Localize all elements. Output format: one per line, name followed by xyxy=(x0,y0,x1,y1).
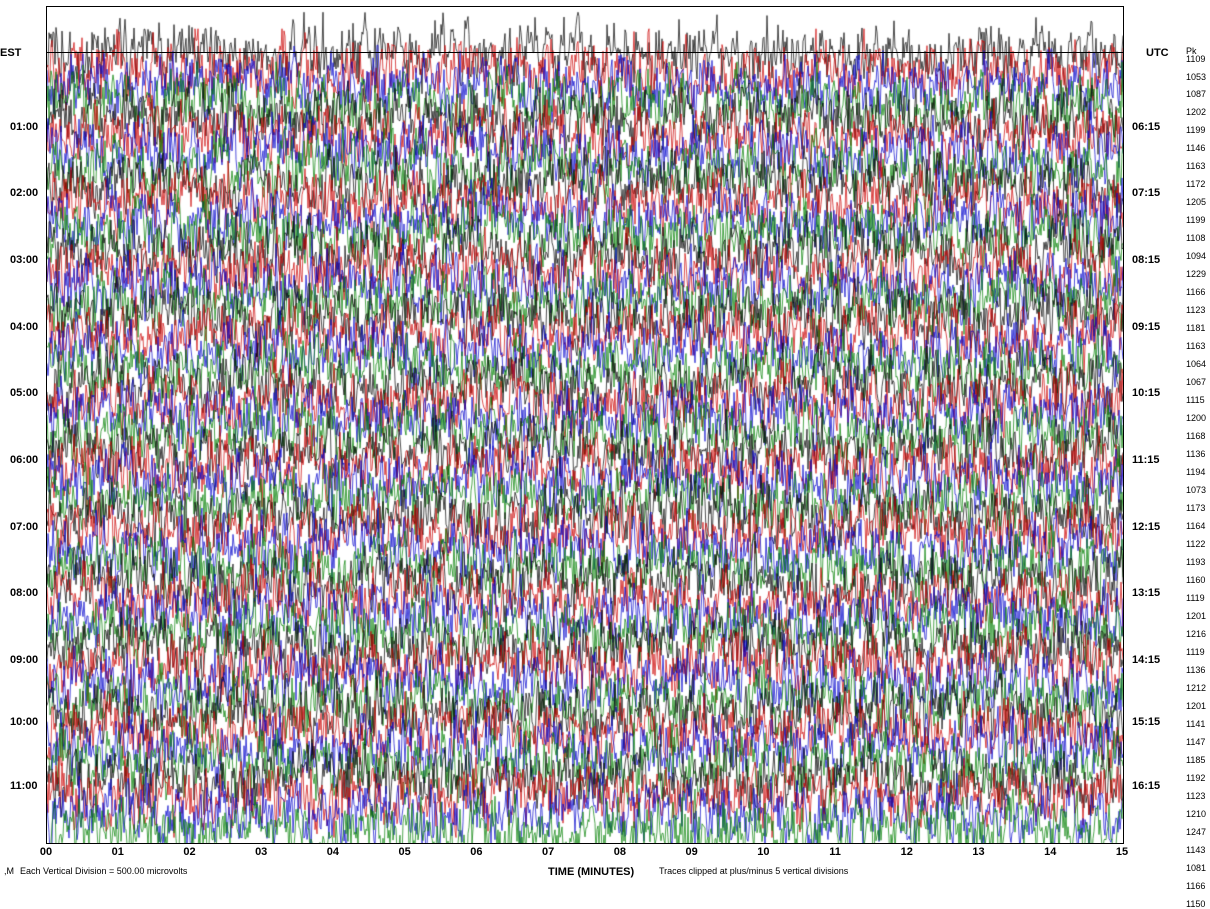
x-tick-4: 04 xyxy=(326,846,340,858)
x-tick-0: 00 xyxy=(39,846,53,858)
peak-value-36: 1201 xyxy=(1186,701,1207,711)
trace-canvas xyxy=(47,7,1123,843)
peak-value-22: 1136 xyxy=(1186,449,1206,459)
peak-value-14: 1123 xyxy=(1186,305,1206,315)
x-tick-12: 12 xyxy=(900,846,913,858)
right-tick-8: 14:15 xyxy=(1132,654,1161,666)
peak-value-21: 1168 xyxy=(1186,431,1206,441)
peak-value-12: 1229 xyxy=(1186,269,1207,279)
peak-value-26: 1164 xyxy=(1186,521,1206,531)
peak-value-6: 1163 xyxy=(1186,161,1206,171)
peak-value-46: 1166 xyxy=(1186,881,1206,891)
peak-value-44: 1143 xyxy=(1186,845,1206,855)
x-axis-title: TIME (MINUTES) xyxy=(548,866,635,878)
peak-value-2: 1087 xyxy=(1186,89,1207,99)
peak-value-19: 1115 xyxy=(1186,395,1205,405)
peak-value-47: 1150 xyxy=(1186,899,1206,909)
right-tick-5: 11:15 xyxy=(1132,454,1160,466)
peak-value-40: 1192 xyxy=(1186,773,1206,783)
top-reference-line xyxy=(47,52,1123,53)
x-tick-15: 15 xyxy=(1115,846,1129,858)
axis-label-peak: Pk xyxy=(1186,46,1197,56)
left-tick-10: 11:00 xyxy=(10,780,38,792)
right-tick-4: 10:15 xyxy=(1132,387,1161,399)
right-tick-1: 07:15 xyxy=(1132,187,1161,199)
peak-value-0: 1109 xyxy=(1186,54,1206,64)
peak-value-24: 1073 xyxy=(1186,485,1207,495)
peak-value-4: 1199 xyxy=(1186,125,1206,135)
peak-value-18: 1067 xyxy=(1186,377,1207,387)
x-tick-5: 05 xyxy=(398,846,411,858)
peak-value-29: 1160 xyxy=(1186,575,1206,585)
peak-value-17: 1064 xyxy=(1186,359,1207,369)
x-tick-10: 10 xyxy=(757,846,770,858)
peak-value-30: 1119 xyxy=(1186,593,1205,603)
right-tick-6: 12:15 xyxy=(1132,521,1161,533)
left-tick-8: 09:00 xyxy=(10,654,39,666)
peak-value-11: 1094 xyxy=(1186,251,1207,261)
seismogram-page: Dec27 2025 Q540 NOZ IN 4[00 (Cursor not … xyxy=(0,5,1207,909)
peak-value-32: 1216 xyxy=(1186,629,1207,639)
left-tick-4: 05:00 xyxy=(10,387,39,399)
right-tick-9: 15:15 xyxy=(1132,716,1161,728)
peak-value-1: 1053 xyxy=(1186,72,1207,82)
axis-label-est: EST xyxy=(0,47,22,59)
peak-value-10: 1108 xyxy=(1186,233,1206,243)
peak-value-9: 1199 xyxy=(1186,215,1206,225)
peak-value-37: 1141 xyxy=(1186,719,1206,729)
x-tick-11: 11 xyxy=(829,846,841,858)
x-tick-13: 13 xyxy=(972,846,985,858)
x-tick-8: 08 xyxy=(613,846,626,858)
seismogram-plot xyxy=(46,6,1124,844)
peak-value-39: 1185 xyxy=(1186,755,1206,765)
peak-value-3: 1202 xyxy=(1186,107,1207,117)
footer-marker: ,M xyxy=(4,866,14,876)
x-tick-7: 07 xyxy=(542,846,555,858)
peak-value-45: 1081 xyxy=(1186,863,1207,873)
peak-value-7: 1172 xyxy=(1186,179,1206,189)
left-tick-2: 03:00 xyxy=(10,254,39,266)
right-tick-3: 09:15 xyxy=(1132,321,1161,333)
right-tick-2: 08:15 xyxy=(1132,254,1161,266)
x-tick-1: 01 xyxy=(111,846,124,858)
left-tick-9: 10:00 xyxy=(10,716,39,728)
peak-value-8: 1205 xyxy=(1186,197,1207,207)
peak-value-16: 1163 xyxy=(1186,341,1206,351)
peak-value-5: 1146 xyxy=(1186,143,1206,153)
peak-value-31: 1201 xyxy=(1186,611,1207,621)
axis-label-utc: UTC xyxy=(1146,47,1169,59)
peak-value-33: 1119 xyxy=(1186,647,1205,657)
left-tick-6: 07:00 xyxy=(10,521,39,533)
peak-value-27: 1122 xyxy=(1186,539,1206,549)
peak-value-13: 1166 xyxy=(1186,287,1206,297)
footer-scale-note: Each Vertical Division = 500.00 microvol… xyxy=(20,866,188,876)
peak-value-23: 1194 xyxy=(1186,467,1206,477)
x-tick-2: 02 xyxy=(183,846,196,858)
peak-value-41: 1123 xyxy=(1186,791,1206,801)
left-tick-3: 04:00 xyxy=(10,321,39,333)
peak-value-20: 1200 xyxy=(1186,413,1207,423)
peak-value-42: 1210 xyxy=(1186,809,1207,819)
x-tick-14: 14 xyxy=(1044,846,1057,858)
peak-value-35: 1212 xyxy=(1186,683,1207,693)
left-tick-5: 06:00 xyxy=(10,454,39,466)
peak-value-25: 1173 xyxy=(1186,503,1206,513)
right-tick-0: 06:15 xyxy=(1132,121,1161,133)
peak-value-28: 1193 xyxy=(1186,557,1206,567)
peak-value-43: 1247 xyxy=(1186,827,1207,837)
x-tick-3: 03 xyxy=(255,846,268,858)
peak-value-15: 1181 xyxy=(1186,323,1206,333)
right-tick-7: 13:15 xyxy=(1132,587,1161,599)
footer-clip-note: Traces clipped at plus/minus 5 vertical … xyxy=(659,866,849,876)
x-tick-6: 06 xyxy=(470,846,483,858)
x-tick-9: 09 xyxy=(685,846,698,858)
peak-value-38: 1147 xyxy=(1186,737,1206,747)
left-tick-1: 02:00 xyxy=(10,187,39,199)
left-tick-0: 01:00 xyxy=(10,121,39,133)
left-tick-7: 08:00 xyxy=(10,587,39,599)
right-tick-10: 16:15 xyxy=(1132,780,1161,792)
peak-value-34: 1136 xyxy=(1186,665,1206,675)
